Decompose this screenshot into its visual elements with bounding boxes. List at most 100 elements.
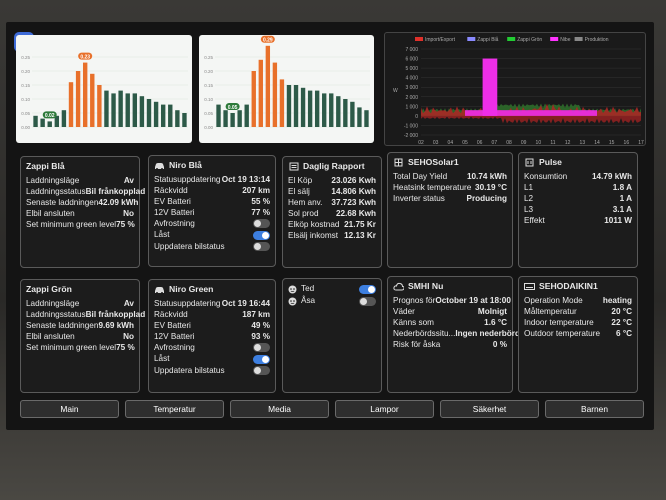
card-row: Indoor temperature 22 °C: [524, 317, 632, 328]
nav-button-temperatur[interactable]: Temperatur: [125, 400, 224, 418]
row-label: Laddningsstatus: [26, 187, 86, 197]
row-label: Senaste laddningen: [26, 198, 99, 208]
y-tick-label: 7 000: [405, 47, 418, 53]
card-row: Laddningsstatus Bil frånkopplad: [26, 186, 145, 197]
row-label: Prognos för: [393, 296, 436, 305]
card-row: Set minimum green level 75 %: [26, 219, 135, 230]
card-row: Inverter status Producing: [393, 193, 507, 204]
row-value: October 19 at 18:00: [435, 296, 511, 305]
person-toggle[interactable]: [359, 284, 376, 294]
card-row: Outdoor temperature 6 °C: [524, 328, 632, 339]
price-bar: [279, 79, 285, 127]
nav-button-sakerhet[interactable]: Säkerhet: [440, 400, 539, 418]
daikin-card[interactable]: SEHODAIKIN1 Operation Mode heating Måltemp…: [518, 276, 638, 393]
peak-price-badge: [260, 35, 275, 43]
legend-swatch: [467, 37, 476, 41]
power-chart-svg: Import/Export Zappi Blå Zappi Grön Nibe Prod…: [393, 36, 644, 146]
pulse-card[interactable]: Pulse Konsumtion 14.79 kWh L1 1.8 A L2 1 A L3 3…: [518, 152, 638, 268]
card-row: Senaste laddningen 9.69 kWh: [26, 320, 134, 331]
row-label: Total Day Yield: [393, 172, 448, 181]
row-label: L2: [524, 194, 534, 204]
row-value: Producing: [466, 194, 507, 204]
card-row: Effekt 1011 W: [524, 215, 632, 226]
price-bar: [244, 104, 249, 127]
row-label: Senaste laddningen: [26, 321, 99, 331]
x-tick-label: 12: [565, 140, 571, 146]
card-title-text: SEHOSolar1: [408, 157, 459, 167]
x-tick-label: 04: [448, 140, 454, 146]
nav-button-media[interactable]: Media: [230, 400, 329, 418]
toggle-row: Låst: [154, 229, 270, 240]
price-bar: [230, 113, 235, 127]
legend-label: Zappi Blå: [477, 36, 498, 43]
price-bar: [251, 71, 256, 127]
toggle-switch[interactable]: [253, 230, 270, 240]
price-bar: [47, 121, 52, 127]
smhi-card[interactable]: SMHI Nu Prognos för October 19 at 18:00 Vä…: [387, 276, 520, 393]
y-tick-label: 4 000: [405, 76, 418, 82]
toggle-row: Avfrostning: [154, 342, 270, 353]
price-bar: [125, 93, 130, 127]
row-value: 9.69 kWh: [98, 321, 135, 331]
row-value: 0 %: [492, 340, 507, 350]
card-row: Räckvidd 187 km: [154, 309, 270, 320]
row-label: Laddningsläge: [26, 299, 80, 308]
low-price-badge: [225, 103, 240, 110]
card-row: Laddningsläge Av: [26, 298, 134, 309]
row-value: 37.723 Kwh: [331, 198, 376, 208]
card-row: Räckvidd 207 km: [154, 185, 270, 196]
price-bar: [265, 45, 271, 127]
card-title: Pulse: [524, 157, 632, 167]
row-value: 6 °C: [615, 329, 632, 339]
toggle-switch[interactable]: [253, 219, 270, 229]
toggle-row: Låst: [154, 353, 270, 364]
y-tick-label: 0.00: [204, 125, 213, 130]
toggle-switch[interactable]: [253, 354, 270, 364]
persons-card[interactable]: Ted Åsa: [282, 278, 382, 393]
zappi-gron-card[interactable]: Zappi Grön Laddningsläge Av Laddningsstatu…: [20, 279, 145, 393]
price-bar: [33, 115, 38, 127]
nav-button-main[interactable]: Main: [20, 400, 119, 418]
price-bar: [168, 104, 173, 127]
row-value: 22 °C: [611, 318, 632, 328]
card-row: Laddningsstatus Bil frånkopplad: [26, 309, 145, 320]
nav-button-barnen[interactable]: Barnen: [545, 400, 644, 418]
card-title-text: Daglig Rapport: [303, 161, 365, 171]
card-row: L1 1.8 A: [524, 182, 632, 193]
peak-price-label: 0.29: [263, 38, 273, 44]
y-tick-label: 0.20: [204, 69, 213, 74]
price-bar: [329, 93, 334, 127]
price-bar: [54, 115, 60, 127]
toggle-switch[interactable]: [253, 241, 270, 251]
price-bar: [75, 71, 81, 127]
y-tick-label: 0.05: [21, 111, 30, 116]
toggle-switch[interactable]: [253, 343, 270, 353]
person-toggle[interactable]: [359, 296, 376, 306]
x-tick-label: 14: [594, 140, 600, 146]
row-label: Outdoor temperature: [524, 329, 601, 339]
nav-button-lampor[interactable]: Lampor: [335, 400, 434, 418]
toggle-label: Låst: [154, 230, 170, 240]
daglig-rapport-card[interactable]: Daglig Rapport El Köp 23.026 Kwh El sälj 14…: [282, 156, 382, 268]
row-value: Oct 19 13:14: [221, 175, 270, 184]
toggle-switch[interactable]: [253, 365, 270, 375]
card-row: 12V Batteri 77 %: [154, 207, 270, 218]
row-value: 93 %: [251, 332, 270, 342]
card-row: Sol prod 22.68 Kwh: [288, 208, 376, 219]
card-title: SEHOSolar1: [393, 157, 507, 167]
car-icon: [154, 285, 165, 294]
price-bar: [216, 104, 221, 127]
card-title: Zappi Blå: [26, 161, 134, 171]
x-tick-label: 13: [580, 140, 586, 146]
legend-label: Import/Export: [425, 37, 456, 43]
x-tick-label: 17: [638, 140, 644, 146]
zappi-bla-card[interactable]: Zappi Blå Laddningsläge Av Laddningsstatus…: [20, 156, 145, 268]
price-bar: [314, 90, 320, 127]
card-title: SMHI Nu: [393, 281, 507, 291]
price-bar: [350, 101, 355, 127]
niro-green-card[interactable]: Niro Green Statusuppdatering Oct 19 16:44…: [148, 279, 276, 393]
niro-bla-card[interactable]: Niro Blå Statusuppdatering Oct 19 13:14 Rä…: [148, 155, 276, 267]
row-label: El sälj: [288, 187, 310, 197]
sehosolar-card[interactable]: SEHOSolar1 Total Day Yield 10.74 kWh Heats…: [387, 152, 513, 268]
legend-label: Zappi Grön: [517, 37, 542, 43]
